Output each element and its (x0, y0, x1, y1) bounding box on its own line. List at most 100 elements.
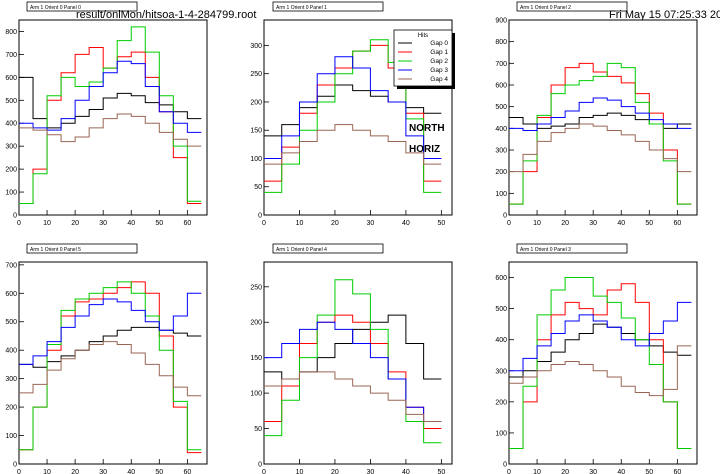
series-line-4 (509, 345, 692, 397)
y-tick-label: 300 (495, 368, 507, 375)
series-line-2 (19, 26, 202, 205)
y-tick-label: 600 (5, 75, 17, 82)
series-line-4 (264, 124, 442, 165)
y-tick-label: 700 (5, 262, 17, 269)
panel-title-box (26, 243, 138, 254)
y-tick-label: 150 (250, 355, 262, 362)
panel-title-box (272, 243, 384, 254)
y-tick-label: 200 (495, 169, 507, 176)
y-tick-label: 800 (5, 29, 17, 36)
y-tick-label: 500 (5, 98, 17, 105)
panel-title-box (516, 1, 628, 12)
legend-entry: Gap 2 (430, 58, 448, 65)
x-tick-label: 0 (17, 469, 21, 474)
y-tick-label: 700 (5, 52, 17, 59)
y-tick-label: 200 (250, 320, 262, 327)
panel-4: Arm 1 Orient 0 Panel 4 0 10 20 30 40 50 0 50 100 1… (250, 243, 453, 474)
y-tick-label: 0 (503, 213, 507, 220)
x-tick-label: 10 (296, 220, 304, 227)
y-tick-label: 200 (250, 99, 262, 106)
y-tick-label: 600 (5, 291, 17, 298)
y-tick-label: 200 (5, 167, 17, 174)
series-line-3 (264, 56, 442, 159)
series-line-0 (509, 323, 692, 378)
x-tick-label: 0 (262, 469, 266, 474)
y-tick-label: 150 (250, 128, 262, 135)
y-tick-label: 0 (258, 462, 262, 469)
y-tick-label: 600 (495, 83, 507, 90)
y-tick-label: 500 (5, 319, 17, 326)
y-tick-label: 400 (495, 337, 507, 344)
y-tick-label: 50 (254, 426, 262, 433)
series-line-0 (19, 76, 202, 129)
series-line-3 (19, 60, 202, 133)
x-tick-label: 50 (437, 469, 445, 474)
x-tick-label: 60 (673, 220, 681, 227)
y-tick-label: 200 (5, 405, 17, 412)
legend-title: Hits (418, 33, 428, 39)
series-line-4 (19, 341, 202, 397)
series-line-2 (509, 62, 692, 205)
y-tick-label: 0 (13, 213, 17, 220)
y-tick-label: 0 (258, 213, 262, 220)
panel-title-box (516, 243, 628, 254)
panel-title-box (26, 1, 138, 12)
x-tick-label: 10 (43, 220, 51, 227)
y-tick-label: 0 (13, 462, 17, 469)
x-tick-label: 60 (183, 469, 191, 474)
panel-title: Arm 1 Orient 0 Panel 0 (30, 5, 81, 11)
series-line-1 (19, 281, 202, 454)
legend-box (393, 29, 453, 87)
y-tick-label: 600 (495, 275, 507, 282)
x-tick-label: 0 (17, 220, 21, 227)
annotation-1: HORIZ (409, 144, 440, 155)
x-tick-label: 50 (645, 469, 653, 474)
y-tick-label: 100 (495, 430, 507, 437)
x-tick-label: 10 (533, 220, 541, 227)
series-line-4 (264, 371, 442, 422)
y-tick-label: 100 (250, 156, 262, 163)
x-tick-label: 20 (561, 220, 569, 227)
plot-frame (263, 261, 453, 465)
annotation-0: NORTH (409, 123, 445, 134)
x-tick-label: 10 (296, 469, 304, 474)
y-tick-label: 300 (495, 148, 507, 155)
panel-0: Arm 1 Orient 0 Panel 00 10 20 30 40 50 6001002… (5, 1, 208, 227)
legend-entry: Gap 1 (430, 49, 448, 56)
panel-title: Arm 1 Orient 0 Panel 1 (276, 5, 327, 11)
panel-2: Arm 1 Orient 0 Panel 20 10 20 30 40 50 6001002… (495, 1, 698, 227)
y-tick-label: 500 (495, 104, 507, 111)
plot-frame (18, 261, 208, 465)
y-tick-label: 800 (495, 39, 507, 46)
x-tick-label: 40 (617, 469, 625, 474)
plot-frame (18, 19, 208, 216)
x-tick-label: 30 (367, 220, 375, 227)
x-tick-label: 20 (561, 469, 569, 474)
x-tick-label: 0 (507, 220, 511, 227)
panel-3: Arm 1 Orient 0 Panel 30 10 20 30 40 50 6001002… (495, 243, 698, 474)
panel-title: Arm 1 Orient 0 Panel 5 (30, 247, 81, 253)
panel-5: Arm 1 Orient 0 Panel 50 10 20 30 40 50 6001002… (5, 243, 208, 474)
plot-frame (508, 261, 698, 465)
panel-title-box (272, 1, 384, 12)
y-tick-label: 500 (495, 306, 507, 313)
x-tick-label: 20 (71, 220, 79, 227)
x-tick-label: 20 (331, 469, 339, 474)
legend-entry: Gap 3 (430, 67, 448, 74)
series-line-1 (509, 62, 692, 205)
series-line-3 (509, 97, 692, 131)
x-tick-label: 40 (402, 469, 410, 474)
series-line-3 (19, 292, 202, 365)
legend-entry: Gap 4 (430, 76, 448, 83)
legend-entry: Gap 0 (430, 40, 448, 47)
series-line-3 (509, 301, 692, 372)
y-tick-label: 400 (5, 348, 17, 355)
y-tick-label: 300 (5, 144, 17, 151)
x-tick-label: 50 (155, 469, 163, 474)
y-tick-label: 100 (5, 190, 17, 197)
y-tick-label: 250 (250, 71, 262, 78)
panel-title: Arm 1 Orient 0 Panel 4 (276, 247, 327, 253)
x-tick-label: 40 (402, 220, 410, 227)
x-tick-label: 30 (99, 220, 107, 227)
x-tick-label: 50 (437, 220, 445, 227)
